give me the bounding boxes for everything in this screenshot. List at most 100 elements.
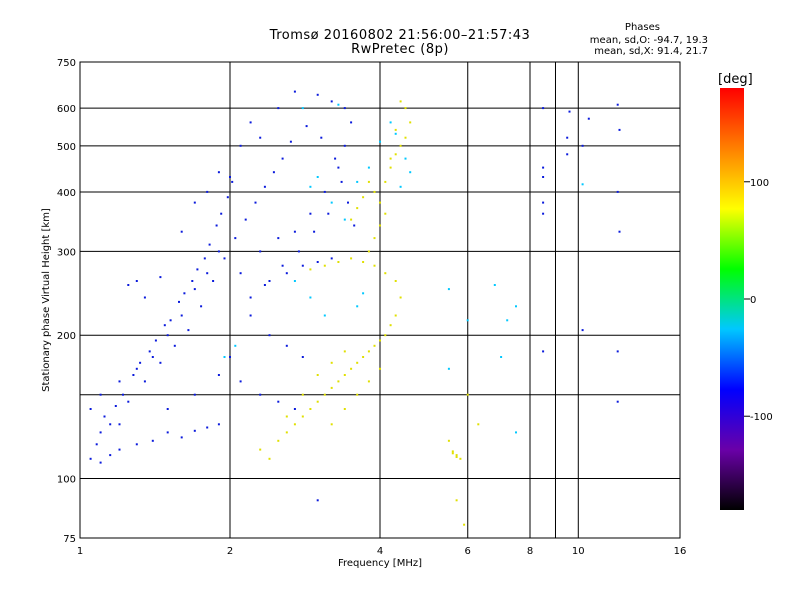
y-tick-label: 500 [57,142,76,153]
y-tick-label: 750 [57,58,76,69]
chart-title: Tromsø 20160802 21:56:00–21:57:43 [269,28,531,43]
data-point [244,218,247,221]
data-point [135,443,138,446]
data-point [183,292,186,295]
data-point [506,319,509,322]
data-point [277,107,280,110]
data-point [118,448,121,451]
data-point [337,166,340,169]
data-point [151,439,154,442]
data-point [293,90,296,93]
data-point [404,157,407,160]
data-point [159,361,162,364]
data-point [379,367,381,370]
data-point [367,250,370,253]
data-point [362,292,365,295]
data-point [316,93,319,96]
x-tick-label: 1 [77,546,83,557]
data-point [568,110,571,113]
data-point [212,280,215,282]
chart-subtitle: RwPretec (8p) [351,42,449,57]
data-point [356,180,359,183]
data-point [394,314,397,317]
stats-title: Phases [624,22,660,33]
data-point [193,201,196,204]
data-point [249,121,252,124]
colorbar-tick-label: -100 [750,412,773,423]
data-point [220,212,223,215]
data-point [566,153,569,156]
data-point [231,180,234,183]
data-point [587,117,590,120]
data-point [618,128,621,131]
data-point [379,201,381,204]
data-point [353,224,356,227]
data-point [249,296,252,299]
data-point [272,171,275,174]
data-point [394,132,397,135]
data-point [263,185,266,188]
data-point [316,374,319,376]
data-point [394,128,397,131]
data-point [309,296,312,299]
data-point [343,218,346,221]
data-point [217,171,220,174]
data-point [281,264,284,267]
data-point [459,457,462,460]
data-point [373,344,376,347]
data-point [166,334,169,337]
colorbar-tick-label: 0 [750,295,756,306]
data-point [493,284,496,286]
data-point [330,386,333,389]
data-point [542,176,545,178]
data-point [200,305,203,308]
data-point [343,408,346,410]
data-point [217,250,220,253]
data-point [103,415,106,418]
data-point [451,452,454,455]
data-point [389,166,392,169]
data-point [340,180,343,183]
data-point [362,356,365,358]
data-point [384,180,387,183]
data-point [455,499,458,502]
data-point [384,272,387,275]
stats-o-mode: mean, sd,O: -94.7, 19.3 [589,35,708,46]
data-point [356,207,359,210]
data-point [542,350,545,353]
data-point [263,284,266,286]
data-point [259,136,262,139]
y-axis-label: Stationary phase Virtual Height [km] [41,208,52,392]
data-point [309,408,312,410]
data-point [379,140,381,143]
data-point [350,367,353,370]
data-point [193,393,196,396]
data-point [384,334,387,337]
data-point [389,324,392,327]
data-point [122,393,124,396]
data-point [180,314,183,317]
data-point [114,405,117,407]
data-point [254,201,257,204]
data-point [447,439,450,442]
data-point [208,243,211,246]
data-point [187,329,190,332]
data-point [542,201,545,204]
data-point [367,166,370,169]
data-point [169,319,172,322]
data-point [293,408,296,410]
data-point [193,429,196,432]
data-point [297,250,300,253]
data-point [281,157,284,160]
data-point [362,196,365,199]
data-point [323,264,326,267]
y-tick-label: 200 [57,331,76,342]
data-point [109,454,112,457]
data-point [350,257,353,260]
data-point [285,415,288,418]
data-point [542,212,545,215]
data-point [477,423,480,426]
data-point [399,296,402,299]
data-point [373,264,376,267]
